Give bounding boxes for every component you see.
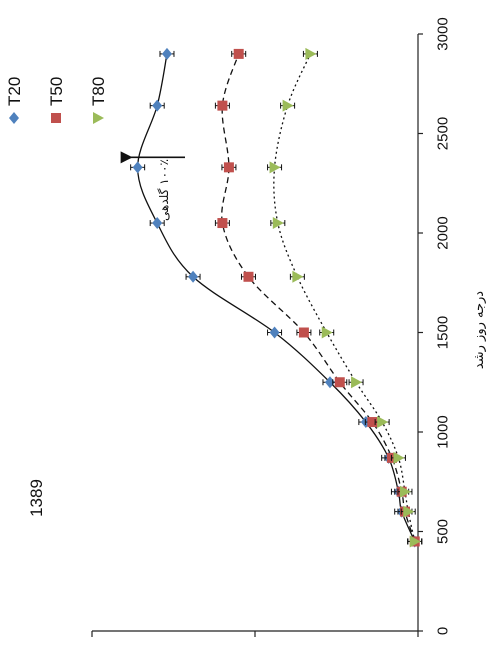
- data-point: [409, 535, 421, 548]
- data-point: [223, 162, 234, 173]
- fit-line-t50: [221, 53, 416, 542]
- data-point: [217, 100, 228, 111]
- year-label: 1389: [27, 479, 46, 517]
- series-t80: [267, 47, 423, 548]
- data-point: [403, 505, 415, 518]
- x-tick-label: 2500: [434, 117, 451, 150]
- labels: 1389 درجه روز رشد ۱۰۰٪ گلدهی: [27, 151, 487, 517]
- data-marks: [130, 47, 423, 548]
- legend-label-t80: T80: [89, 77, 108, 106]
- data-point: [399, 485, 411, 498]
- data-point: [334, 377, 345, 388]
- data-point: [152, 217, 163, 230]
- series-t20: [130, 47, 423, 548]
- legend-label-t50: T50: [47, 77, 66, 106]
- data-point: [161, 47, 172, 60]
- x-tick-label: 3000: [434, 17, 451, 50]
- legend-marker-t50: [51, 113, 61, 123]
- fit-line-t20: [136, 53, 416, 542]
- data-point: [272, 217, 284, 230]
- x-tick-label: 2000: [434, 216, 451, 249]
- data-point: [233, 48, 244, 59]
- annotation-text: ۱۰۰٪ گلدهی: [157, 159, 171, 221]
- data-point: [351, 376, 363, 389]
- annotation-arrowhead: [120, 151, 133, 164]
- legend-label-t20: T20: [5, 77, 24, 106]
- fit-lines: [136, 53, 416, 542]
- series-t50: [214, 48, 423, 547]
- x-axis-title: درجه روز رشد: [472, 291, 487, 369]
- data-point: [269, 161, 281, 174]
- data-point: [152, 99, 163, 112]
- data-point: [393, 451, 405, 464]
- data-point: [243, 271, 254, 282]
- data-point: [269, 326, 280, 339]
- axes: 0 500 1000 1500 2000 2500 3000: [91, 17, 451, 637]
- data-point: [298, 327, 309, 338]
- data-point: [321, 326, 333, 339]
- x-tick-label: 500: [434, 519, 451, 544]
- data-point: [217, 218, 228, 229]
- legend-marker-t80: [93, 112, 104, 124]
- data-point: [292, 270, 304, 283]
- x-tick-label: 0: [434, 627, 451, 635]
- x-tick-label: 1500: [434, 316, 451, 349]
- data-point: [377, 416, 389, 429]
- data-point: [367, 417, 378, 428]
- data-point: [282, 99, 294, 112]
- x-tick-label: 1000: [434, 415, 451, 448]
- data-point: [188, 270, 199, 283]
- legend-marker-t20: [9, 112, 19, 124]
- legend: T20 T50 T80: [5, 77, 108, 124]
- fit-line-t80: [273, 53, 416, 542]
- data-point: [305, 47, 317, 60]
- data-point: [132, 161, 143, 174]
